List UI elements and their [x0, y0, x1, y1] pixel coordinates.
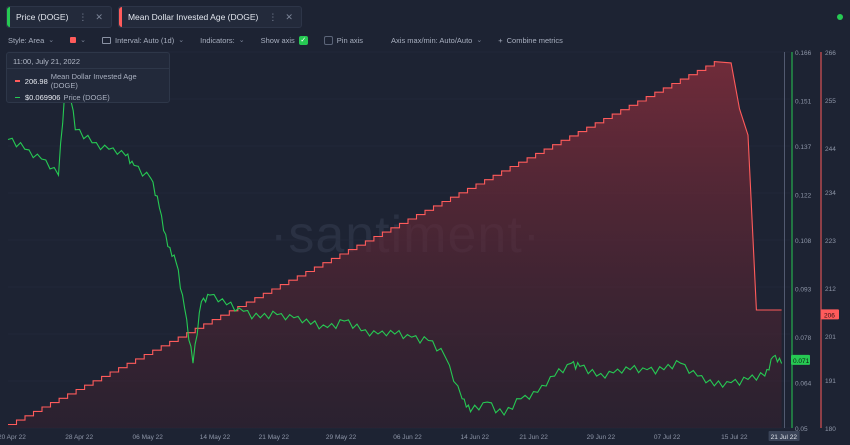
tab-price-label: Price (DOGE) [16, 12, 69, 22]
price-color-bar [7, 7, 10, 27]
price-axis-ticks: 0.166 0.151 0.137 0.122 0.108 0.093 0.078 0.064… [795, 50, 812, 433]
price-tick-label: 0.078 [795, 335, 812, 342]
tab-price[interactable]: Price (DOGE) ⋮ ✕ [6, 6, 112, 28]
tooltip-price-value: $0.069906 [25, 93, 61, 102]
mdia-tick-label: 255 [825, 98, 836, 105]
price-tick-label: 0.151 [795, 99, 812, 106]
mdia-tick-label: 180 [825, 426, 836, 433]
combine-metrics-button[interactable]: Combine metrics [506, 35, 563, 45]
price-current-label: 0.071 [793, 358, 810, 365]
price-tick-label: 0.166 [795, 50, 812, 57]
price-tick-label: 0.137 [795, 144, 812, 151]
mdia-series-line [8, 61, 782, 426]
more-options-icon[interactable]: ⋮ [268, 11, 278, 22]
mdia-current-label: 206 [824, 312, 835, 319]
price-tick-label: 0.064 [795, 381, 812, 388]
plus-icon: + [498, 35, 503, 45]
chevron-down-icon[interactable]: ⌄ [476, 37, 483, 44]
x-tick-label: 06 May 22 [133, 434, 164, 441]
mdia-tick-label: 223 [825, 238, 836, 245]
mdia-area [8, 61, 782, 428]
x-tick-label: 07 Jul 22 [654, 434, 681, 441]
live-status-icon [837, 14, 843, 20]
mdia-current-badge [821, 309, 839, 320]
x-tick-label: 21 May 22 [259, 434, 290, 441]
chevron-down-icon[interactable]: ⌄ [80, 37, 87, 44]
x-tick-label: 29 Jun 22 [587, 434, 616, 441]
chevron-down-icon[interactable]: ⌄ [178, 37, 185, 44]
x-tick-label: 29 May 22 [326, 434, 357, 441]
axis-max-min-selector[interactable]: Axis max/min: Auto/Auto [391, 35, 473, 45]
show-axis-checkbox[interactable]: ✓ [298, 35, 308, 45]
x-tick-highlight [768, 431, 800, 441]
calendar-icon [102, 36, 112, 44]
x-tick-label: 15 Jul 22 [721, 434, 748, 441]
price-tick-label: 0.122 [795, 193, 812, 200]
metric-tabs: Price (DOGE) ⋮ ✕ Mean Dollar Invested Ag… [6, 6, 302, 28]
chart-toolbar: Style: Area ⌄ ⌄ Interval: Auto (1d) ⌄ In… [8, 34, 563, 46]
x-tick-label: 28 Apr 22 [65, 434, 93, 441]
mdia-tick-label: 244 [825, 146, 836, 153]
x-tick-label: 21 Jun 22 [519, 434, 548, 441]
interval-selector[interactable]: Interval: Auto (1d) [115, 35, 175, 45]
style-selector[interactable]: Style: Area [8, 35, 45, 45]
mdia-axis-ticks: 266 255 244 234 223 212 201 191 180 [825, 50, 836, 433]
tooltip-mdia-name: Mean Dollar Invested Age (DOGE) [50, 72, 137, 90]
price-tick-label: 0.05 [795, 426, 808, 433]
x-tick-label: 14 May 22 [200, 434, 231, 441]
mdia-tick-label: 201 [825, 334, 836, 341]
tab-mdia[interactable]: Mean Dollar Invested Age (DOGE) ⋮ ✕ [117, 6, 302, 28]
mdia-tick-label: 191 [825, 378, 836, 385]
more-options-icon[interactable]: ⋮ [78, 11, 88, 22]
x-tick-label: 21 Jul 22 [771, 434, 798, 441]
tooltip-mdia-value: 206.98 [24, 76, 48, 86]
mdia-color-bar [118, 7, 122, 27]
mdia-marker-icon [15, 80, 20, 82]
price-tick-label: 0.093 [795, 287, 812, 294]
show-axis-label: Show axis [260, 35, 295, 45]
tooltip-row-price: $0.069906 Price (DOGE) [7, 90, 169, 102]
price-tick-label: 0.108 [795, 238, 812, 245]
tooltip-price-name: Price (DOGE) [63, 93, 110, 102]
tooltip-row-mdia: 206.98 Mean Dollar Invested Age (DOGE) [7, 69, 169, 90]
pin-axis-checkbox[interactable] [323, 35, 333, 45]
x-tick-label: 06 Jun 22 [393, 434, 422, 441]
close-icon[interactable]: ✕ [285, 11, 293, 22]
crosshair-tooltip: 11:00, July 21, 2022 206.98 Mean Dollar … [6, 52, 170, 103]
x-tick-label: 14 Jun 22 [460, 434, 489, 441]
price-series-line [7, 64, 783, 417]
tab-mdia-label: Mean Dollar Invested Age (DOGE) [127, 12, 259, 22]
mdia-tick-label: 266 [825, 50, 836, 57]
x-tick-label: 20 Apr 22 [0, 434, 26, 441]
pin-axis-label: Pin axis [336, 35, 364, 45]
mdia-tick-label: 234 [825, 190, 836, 197]
color-swatch-icon[interactable] [70, 37, 77, 43]
chevron-down-icon[interactable]: ⌄ [238, 37, 245, 44]
price-marker-icon [15, 96, 20, 99]
axis-value-badges: 0.071 206 [791, 309, 839, 365]
chevron-down-icon[interactable]: ⌄ [48, 37, 55, 44]
tooltip-date: 11:00, July 21, 2022 [7, 53, 169, 69]
x-axis-ticks: 20 Apr 22 28 Apr 22 06 May 22 14 May 22 21 M… [0, 431, 800, 441]
indicators-selector[interactable]: Indicators: [200, 35, 235, 45]
mdia-tick-label: 212 [825, 286, 836, 293]
close-icon[interactable]: ✕ [95, 11, 103, 22]
price-current-badge [791, 354, 810, 365]
